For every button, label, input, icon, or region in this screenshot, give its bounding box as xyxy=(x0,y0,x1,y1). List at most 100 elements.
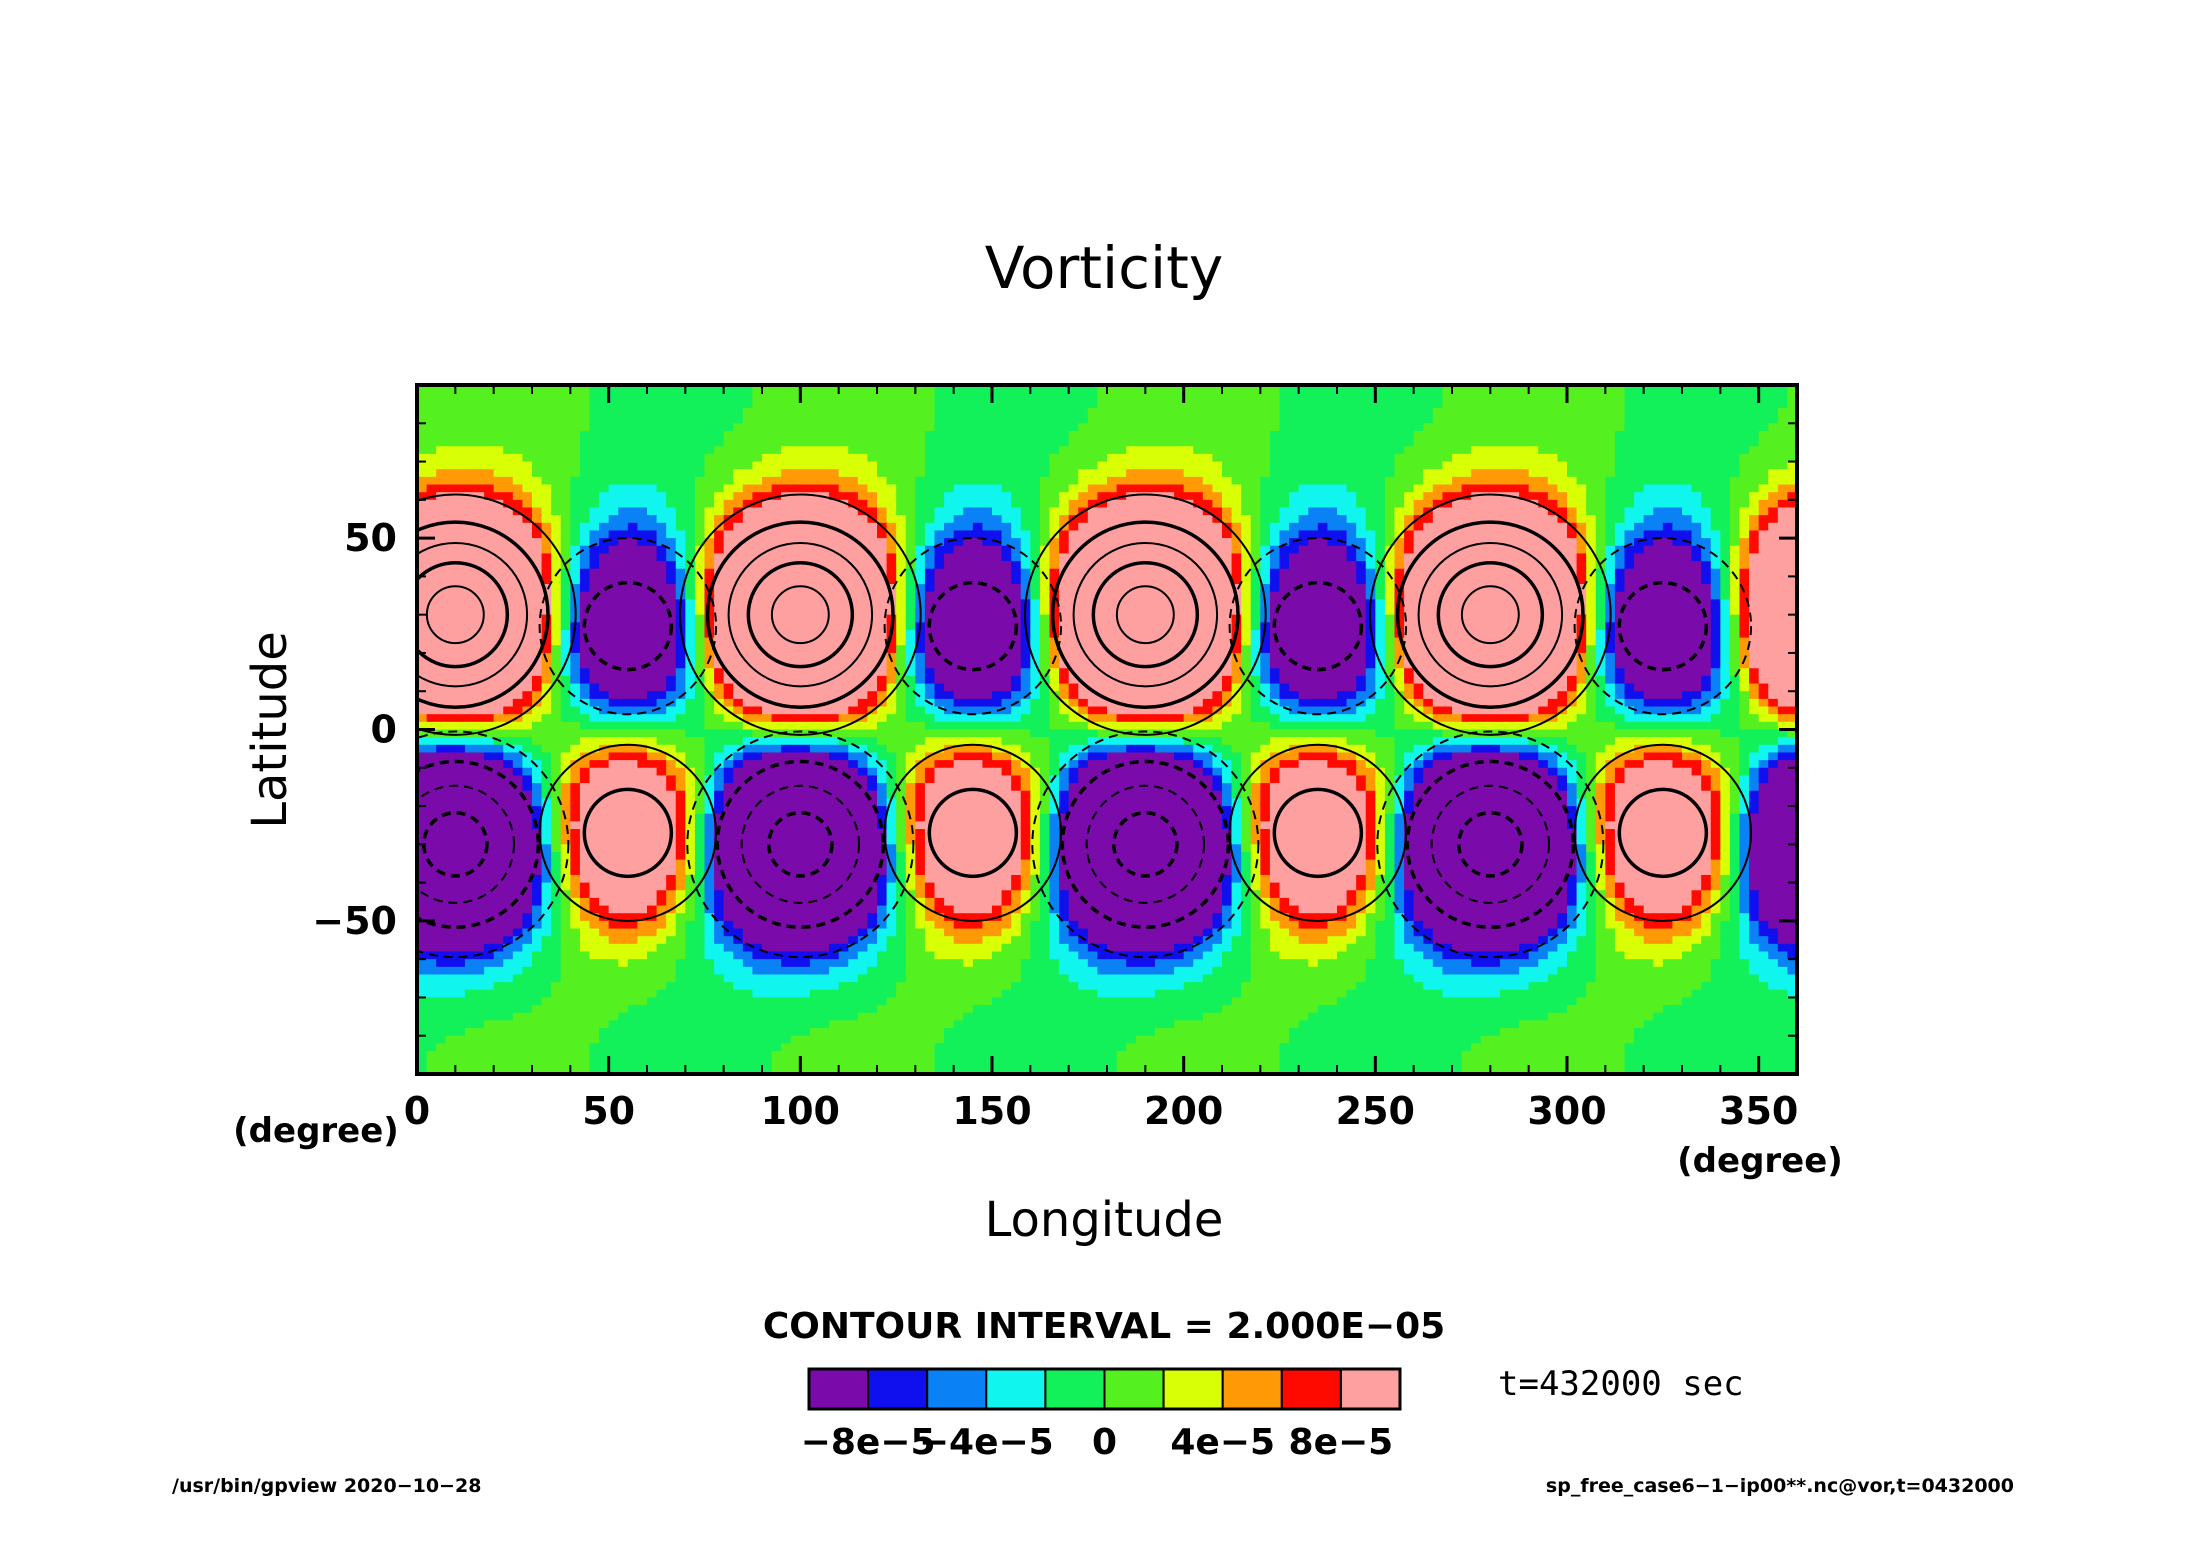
field-cell xyxy=(982,492,993,501)
field-cell xyxy=(551,407,562,417)
field-cell xyxy=(1787,453,1797,463)
field-cell xyxy=(656,438,667,448)
field-cell xyxy=(800,584,811,593)
field-cell xyxy=(666,599,677,608)
field-cell xyxy=(905,629,917,639)
field-cell xyxy=(1729,607,1741,616)
field-cell xyxy=(1337,576,1348,585)
field-cell xyxy=(589,469,600,478)
field-cell xyxy=(1241,553,1252,562)
field-cell xyxy=(1164,584,1175,593)
field-cell xyxy=(1356,599,1367,608)
field-cell xyxy=(1442,385,1453,394)
field-cell xyxy=(1241,538,1252,547)
field-cell xyxy=(1528,446,1540,455)
field-cell xyxy=(1384,568,1396,578)
field-cell xyxy=(608,553,620,562)
field-cell xyxy=(1413,637,1425,647)
field-cell xyxy=(1154,476,1166,486)
field-cell xyxy=(752,407,763,417)
field-cell xyxy=(1308,392,1319,402)
field-cell xyxy=(1432,484,1444,493)
field-cell xyxy=(790,392,802,402)
field-cell xyxy=(522,407,533,417)
field-cell xyxy=(877,392,888,402)
field-cell xyxy=(1068,507,1080,516)
field-cell xyxy=(694,507,706,516)
field-cell xyxy=(972,461,984,471)
field-cell xyxy=(1126,438,1137,448)
field-cell xyxy=(685,622,696,631)
field-cell xyxy=(512,400,524,409)
field-cell xyxy=(809,576,821,585)
field-cell xyxy=(1241,469,1252,478)
field-cell xyxy=(493,461,505,471)
field-cell xyxy=(1672,599,1683,608)
field-cell xyxy=(704,430,715,440)
field-cell xyxy=(1729,423,1741,432)
field-cell xyxy=(1586,446,1597,455)
field-cell xyxy=(541,645,552,654)
field-cell xyxy=(1653,392,1664,402)
field-cell xyxy=(1059,423,1070,432)
field-cell xyxy=(1030,400,1041,409)
field-cell xyxy=(752,507,763,516)
field-cell xyxy=(1183,561,1195,570)
field-cell xyxy=(1193,453,1204,463)
field-cell xyxy=(1701,400,1712,409)
field-cell xyxy=(560,538,572,547)
field-cell xyxy=(532,438,543,448)
field-cell xyxy=(924,553,936,562)
field-cell xyxy=(1509,599,1520,608)
field-cell xyxy=(1289,430,1300,440)
field-cell xyxy=(455,484,466,493)
field-cell xyxy=(752,400,763,409)
field-cell xyxy=(1653,622,1664,631)
field-cell xyxy=(1567,392,1578,402)
field-cell xyxy=(1662,423,1674,432)
field-cell xyxy=(426,515,437,524)
field-cell xyxy=(1298,430,1310,440)
field-cell xyxy=(694,599,706,608)
field-cell xyxy=(1586,584,1597,593)
field-cell xyxy=(915,407,926,417)
field-cell xyxy=(1317,492,1329,501)
field-cell xyxy=(1461,637,1472,647)
field-cell xyxy=(1174,446,1185,455)
field-cell xyxy=(1078,461,1089,471)
field-cell xyxy=(589,400,600,409)
field-cell xyxy=(1413,407,1425,417)
field-cell xyxy=(1442,499,1453,509)
field-cell xyxy=(1729,538,1741,547)
field-cell xyxy=(1337,553,1348,562)
field-cell xyxy=(1116,561,1127,570)
field-cell xyxy=(896,415,907,425)
field-cell xyxy=(1365,538,1377,547)
field-cell xyxy=(733,622,744,631)
field-cell xyxy=(1059,492,1070,501)
field-cell xyxy=(1499,507,1511,516)
field-cell xyxy=(474,400,485,409)
field-cell xyxy=(1202,607,1214,616)
field-cell xyxy=(436,392,447,402)
field-cell xyxy=(896,530,907,539)
field-cell xyxy=(1394,407,1405,417)
field-cell xyxy=(1634,607,1645,616)
field-cell xyxy=(455,392,466,402)
field-cell xyxy=(694,484,706,493)
field-cell xyxy=(1768,607,1779,616)
field-cell xyxy=(886,446,897,455)
field-cell xyxy=(1480,553,1492,562)
field-cell xyxy=(1375,446,1386,455)
field-cell xyxy=(1509,407,1520,417)
field-cell xyxy=(1768,576,1779,585)
field-cell xyxy=(1269,484,1281,493)
field-cell xyxy=(1308,607,1319,616)
field-cell xyxy=(838,499,850,509)
field-cell xyxy=(1049,568,1060,578)
field-cell xyxy=(1145,607,1156,616)
field-cell xyxy=(762,476,773,486)
field-cell xyxy=(1193,576,1204,585)
field-cell xyxy=(599,461,610,471)
field-cell xyxy=(1413,515,1425,524)
